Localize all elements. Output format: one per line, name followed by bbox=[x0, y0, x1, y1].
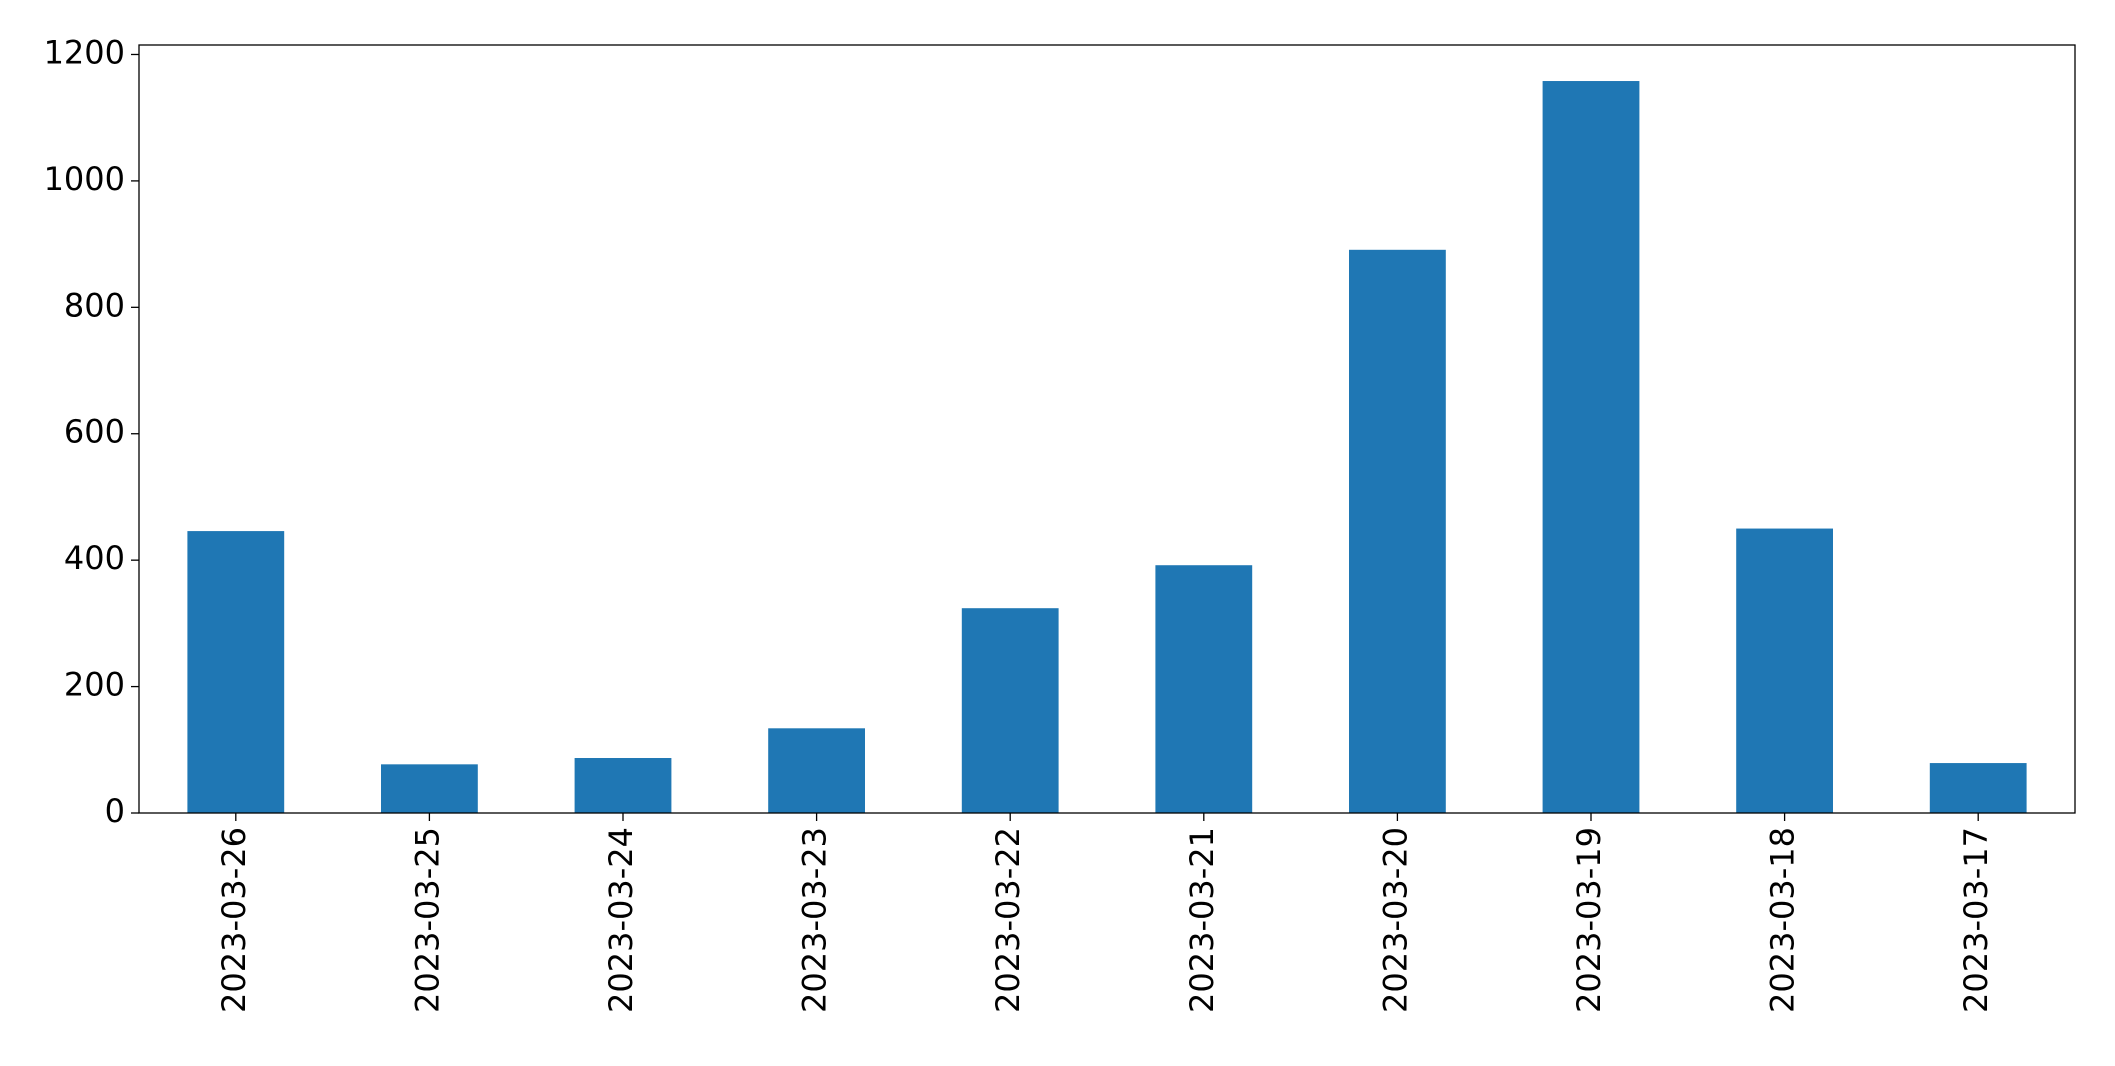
x-tick-label: 2023-03-22 bbox=[989, 827, 1027, 1013]
x-tick-label: 2023-03-26 bbox=[215, 827, 253, 1013]
bar bbox=[1155, 565, 1253, 813]
y-tick-label: 1200 bbox=[44, 33, 125, 71]
bar bbox=[381, 764, 478, 813]
x-tick-label: 2023-03-25 bbox=[408, 827, 446, 1013]
bar bbox=[961, 608, 1059, 813]
plot-frame bbox=[138, 44, 2076, 814]
bar bbox=[1929, 763, 2027, 813]
x-tick-label: 2023-03-21 bbox=[1183, 827, 1221, 1013]
x-tick-label: 2023-03-20 bbox=[1376, 827, 1414, 1013]
bar bbox=[768, 728, 865, 813]
bar bbox=[1542, 81, 1640, 813]
x-tick-label: 2023-03-19 bbox=[1570, 827, 1608, 1013]
bar bbox=[187, 531, 285, 813]
y-tick-label: 200 bbox=[64, 666, 125, 704]
bar bbox=[1349, 249, 1446, 814]
x-tick-label: 2023-03-18 bbox=[1764, 827, 1802, 1013]
y-tick-label: 600 bbox=[64, 413, 125, 451]
x-tick-label: 2023-03-23 bbox=[796, 827, 834, 1013]
x-tick-label: 2023-03-17 bbox=[1957, 827, 1995, 1013]
bar bbox=[1736, 528, 1833, 813]
y-tick-label: 0 bbox=[105, 792, 125, 830]
y-tick-label: 1000 bbox=[44, 160, 125, 198]
y-tick-label: 800 bbox=[64, 286, 125, 324]
x-tick-label: 2023-03-24 bbox=[602, 827, 640, 1013]
y-tick-label: 400 bbox=[64, 539, 125, 577]
bar bbox=[574, 758, 672, 813]
